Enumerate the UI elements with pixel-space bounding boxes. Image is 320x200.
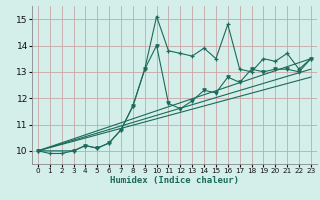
X-axis label: Humidex (Indice chaleur): Humidex (Indice chaleur) — [110, 176, 239, 185]
